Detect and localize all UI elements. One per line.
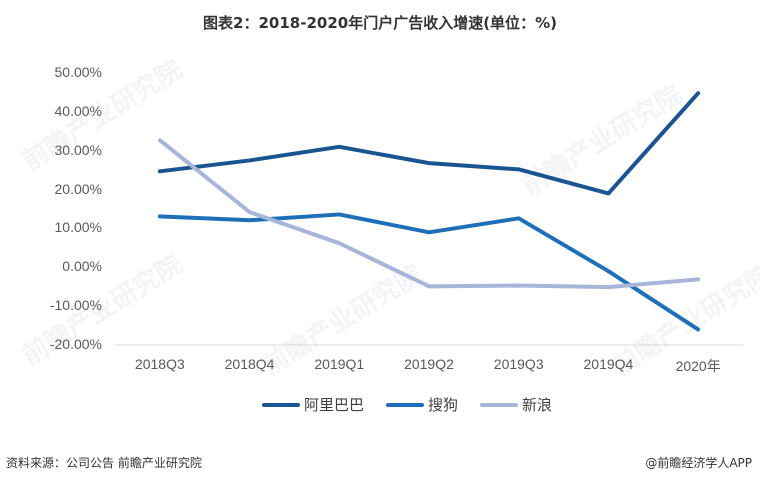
x-tick-label: 2020年 bbox=[675, 358, 721, 374]
y-tick-label: -10.00% bbox=[49, 297, 102, 314]
series-line-2 bbox=[157, 138, 701, 290]
x-tick-label: 2019Q4 bbox=[583, 356, 634, 372]
legend-item: 阿里巴巴 bbox=[262, 394, 364, 415]
y-tick-label: 50.00% bbox=[54, 64, 102, 80]
x-tick-label: 2018Q3 bbox=[134, 356, 185, 372]
source-note: 资料来源：公司公告 前瞻产业研究院 bbox=[6, 456, 202, 470]
y-tick-label: 10.00% bbox=[54, 219, 102, 236]
y-tick-label: -20.00% bbox=[49, 336, 102, 352]
x-tick-label: 2019Q2 bbox=[404, 356, 454, 372]
y-tick-label: 0.00% bbox=[62, 258, 102, 275]
legend-swatch-icon bbox=[480, 402, 519, 407]
credit-note: @前瞻经济学人APP bbox=[645, 456, 752, 470]
legend-label: 阿里巴巴 bbox=[304, 396, 365, 414]
legend: 阿里巴巴 搜狗 新浪 bbox=[262, 394, 574, 415]
series-line-1 bbox=[157, 212, 701, 332]
series-line-0 bbox=[157, 91, 701, 196]
y-tick-label: 20.00% bbox=[54, 180, 102, 197]
legend-swatch-icon bbox=[386, 402, 425, 407]
x-tick-label: 2019Q1 bbox=[314, 356, 365, 372]
legend-item: 搜狗 bbox=[386, 394, 458, 415]
x-tick-label: 2019Q3 bbox=[493, 356, 544, 372]
y-tick-label: 30.00% bbox=[54, 141, 102, 158]
legend-item: 新浪 bbox=[480, 394, 552, 415]
chart-title: 图表2：2018-2020年门户广告收入增速(单位：%) bbox=[203, 14, 557, 32]
y-tick-label: 40.00% bbox=[54, 102, 102, 119]
legend-label: 搜狗 bbox=[428, 396, 459, 414]
legend-label: 新浪 bbox=[522, 396, 553, 414]
x-tick-label: 2018Q4 bbox=[224, 356, 275, 372]
legend-swatch-icon bbox=[262, 402, 300, 407]
